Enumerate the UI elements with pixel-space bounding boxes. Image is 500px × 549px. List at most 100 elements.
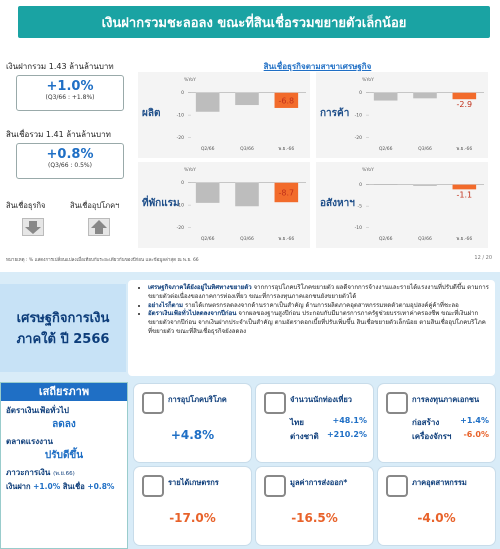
sector-chart: อสังหาฯ %YoY 0 -5 -10 Q2/66 Q3/66 พ.ย.-66 -1.1 [316, 162, 488, 248]
card-label: รายได้เกษตรกร [168, 478, 219, 487]
bar [413, 92, 437, 99]
title-line: เศรษฐกิจการเงิน [16, 311, 110, 326]
name: ไทย [290, 418, 304, 427]
icon [142, 392, 164, 414]
value-label: -8.7 [279, 188, 295, 197]
value: +48.1% [332, 416, 367, 425]
y-tick-label: -10 [355, 113, 362, 119]
sector-name: การค้า [320, 107, 349, 119]
bullets: เศรษฐกิจภาคใต้ยังอยู่ในทิศทางขยายตัว จาก… [128, 280, 495, 376]
deposit-box: +1.0% (Q3/66 : +1.8%) [16, 75, 124, 111]
bullet-text: รายได้เกษตรกรลดลงจากด้านราคาเป็นสำคัญ ด้… [185, 301, 459, 309]
bullet: เศรษฐกิจภาคใต้ยังอยู่ในทิศทางขยายตัว จาก… [148, 284, 489, 302]
note: (พ.ย.66) [53, 471, 75, 477]
bar [452, 92, 477, 100]
stability-label: อัตราเงินเฟ้อทั่วไป [6, 406, 69, 415]
name: ต่างชาติ [290, 432, 319, 441]
x-tick-label: พ.ย.-66 [456, 146, 472, 152]
loan-type: สินเชื่ออุปโภคฯ [70, 201, 120, 210]
bullet: อย่างไรก็ตาม รายได้เกษตรกรลดลงจากด้านราค… [148, 302, 489, 311]
x-tick-label: Q3/66 [418, 236, 432, 242]
down-arrow-icon [22, 218, 44, 236]
icon [264, 392, 286, 414]
y-tick-label: 0 [181, 180, 184, 186]
card: มูลค่าการส่งออก* -16.5% [256, 467, 373, 545]
card: รายได้เกษตรกร -17.0% [134, 467, 251, 545]
card-label: ภาคอุตสาหกรรม [412, 478, 467, 487]
icon [142, 475, 164, 497]
page-number: 12 / 20 [474, 255, 492, 261]
deposit-value: +1.0% [46, 79, 94, 94]
slide: เงินฝากรวมชะลอลง ขณะที่สินเชื่อรวมขยายตั… [0, 0, 500, 268]
y-tick-label: -10 [177, 203, 184, 209]
bullet-bold: อัตราเงินเฟ้อทั่วไปลดลงจากปีก่อน [148, 310, 237, 318]
card-row: ไทย +48.1% [290, 416, 367, 429]
x-tick-label: Q3/66 [240, 146, 254, 152]
bar [235, 182, 259, 207]
sector-name: อสังหาฯ [320, 197, 355, 209]
x-tick-label: Q3/66 [240, 236, 254, 242]
y-axis-label: %YoY [184, 77, 196, 83]
name: ก่อสร้าง [412, 418, 440, 427]
summary-title: เศรษฐกิจการเงิน ภาคใต้ ปี 2566 [0, 284, 126, 372]
bullet-text: จากการอุปโภคบริโภคขยายตัว ผลดีจากการจ้าง… [148, 284, 489, 300]
loan-value: +0.8% [46, 147, 94, 162]
up-arrow-icon [88, 218, 110, 236]
icon [386, 475, 408, 497]
card-label: การอุปโภคบริโภค [168, 395, 227, 404]
summary-panel: เศรษฐกิจการเงิน ภาคใต้ ปี 2566 เศรษฐกิจภ… [0, 272, 500, 549]
value: -6.0% [463, 430, 489, 439]
icon [386, 392, 408, 414]
deposit-note: (Q3/66 : +1.8%) [45, 94, 95, 101]
arrow [25, 221, 41, 234]
card: การอุปโภคบริโภค +4.8% [134, 384, 251, 462]
card-row: ต่างชาติ +210.2% [290, 430, 367, 443]
card-value: -16.5% [291, 511, 338, 525]
x-tick-label: Q3/66 [418, 146, 432, 152]
bar [195, 92, 220, 112]
stability-value: ปรับดีขึ้น [44, 450, 84, 461]
value-label: -2.9 [457, 100, 473, 109]
value-label: -1.1 [457, 190, 473, 199]
stability-label: ภาวะการเงิน (พ.ย.66) [1, 463, 127, 479]
y-axis-label: %YoY [184, 167, 196, 173]
y-tick-label: 0 [181, 90, 184, 96]
bullet-bold: เศรษฐกิจภาคใต้ยังอยู่ในทิศทางขยายตัว [148, 284, 252, 291]
y-tick-label: -10 [177, 113, 184, 119]
value-label: -6.8 [279, 96, 295, 105]
name: เงินฝาก [6, 482, 31, 491]
deposit-label: เงินฝากรวม 1.43 ล้านล้านบาท [6, 62, 114, 71]
stability-panel: เสถียรภาพ อัตราเงินเฟ้อทั่วไป ลดลง ตลาดแ… [0, 382, 128, 549]
bar [373, 92, 398, 101]
x-tick-label: Q2/66 [201, 146, 215, 152]
y-tick-label: 0 [359, 90, 362, 96]
card-row: เครื่องจักรฯ -6.0% [412, 430, 489, 443]
chart-bg [316, 72, 488, 158]
icon [264, 475, 286, 497]
bar [235, 92, 259, 106]
card-value: +4.8% [170, 428, 215, 442]
x-tick-label: พ.ย.-66 [456, 236, 472, 242]
chart-bg [316, 162, 488, 248]
card-label: มูลค่าการส่งออก* [290, 478, 348, 487]
y-tick-label: -5 [358, 204, 363, 210]
loan-type: สินเชื่อธุรกิจ [6, 201, 46, 210]
bullet-bold: อย่างไรก็ตาม [148, 301, 184, 309]
stability-value: ลดลง [52, 419, 76, 430]
y-axis-label: %YoY [362, 167, 374, 173]
name: สินเชื่อ [62, 482, 85, 491]
y-axis-label: %YoY [362, 77, 374, 83]
stability-title: เสถียรภาพ [1, 383, 127, 401]
card: ภาคอุตสาหกรรม -4.0% [378, 467, 495, 545]
bullet: อัตราเงินเฟ้อทั่วไปลดลงจากปีก่อน จากผลขอ… [148, 310, 489, 336]
card-label: จำนวนนักท่องเที่ยว [290, 395, 352, 404]
card-row: ก่อสร้าง +1.4% [412, 416, 489, 429]
title-line: ภาคใต้ ปี 2566 [16, 332, 110, 347]
bullet-text: จากผลของฐานสูงปีก่อน ประกอบกับมีมาตรการภ… [148, 310, 486, 336]
footnote: หมายเหตุ : % แสดงการเปลี่ยนแปลงเมื่อเทีย… [6, 258, 199, 263]
sector-charts: ผลิต %YoY 0 -10 -20 Q2/66 Q3/66 พ.ย.-66 -6.8 การค… [138, 72, 488, 248]
loan-label: สินเชื่อรวม 1.41 ล้านล้านบาท [6, 130, 111, 139]
chart-bg [138, 72, 310, 158]
sector-name: ที่พักแรม [142, 195, 180, 209]
